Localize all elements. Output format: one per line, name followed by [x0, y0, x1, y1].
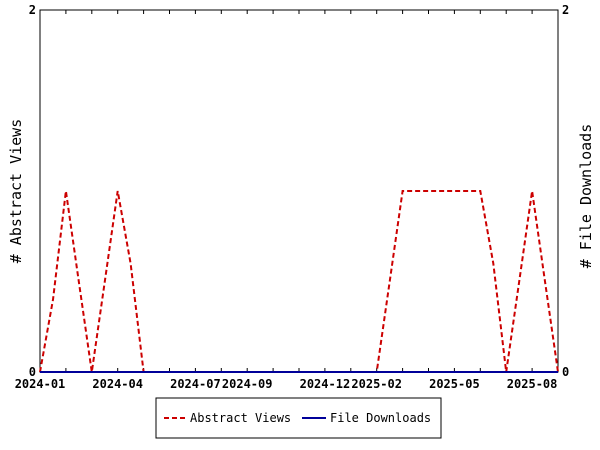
y-tick-label-left: 0	[29, 365, 36, 379]
y-tick-label-left: 2	[29, 3, 36, 17]
x-tick-label: 2024-07	[170, 377, 221, 391]
legend-label-abstract-views: Abstract Views	[190, 411, 291, 425]
x-tick-label: 2024-09	[222, 377, 273, 391]
legend-box	[155, 397, 442, 439]
x-axis-tick-labels: 2024-01 2024-04 2024-07 2024-09 2024-12 2025-…	[15, 377, 558, 391]
x-tick-label: 2024-04	[92, 377, 143, 391]
y-axis-tick-labels: 0 2 0 2	[29, 3, 569, 379]
legend: Abstract Views File Downloads	[155, 397, 442, 439]
x-tick-label: 2025-05	[429, 377, 480, 391]
y-axis-title-left: # Abstract Views	[7, 119, 25, 264]
series-layer	[39, 190, 559, 373]
legend-label-file-downloads: File Downloads	[330, 411, 431, 425]
x-tick-label: 2025-08	[507, 377, 558, 391]
x-tick-label: 2025-02	[351, 377, 402, 391]
series-line-abstract-views	[39, 190, 559, 373]
y-tick-label-right: 2	[562, 3, 569, 17]
x-tick-label: 2024-12	[300, 377, 351, 391]
x-tick-label: 2024-01	[15, 377, 66, 391]
y-tick-label-right: 0	[562, 365, 569, 379]
y-axis-title-right: # File Downloads	[577, 124, 595, 269]
